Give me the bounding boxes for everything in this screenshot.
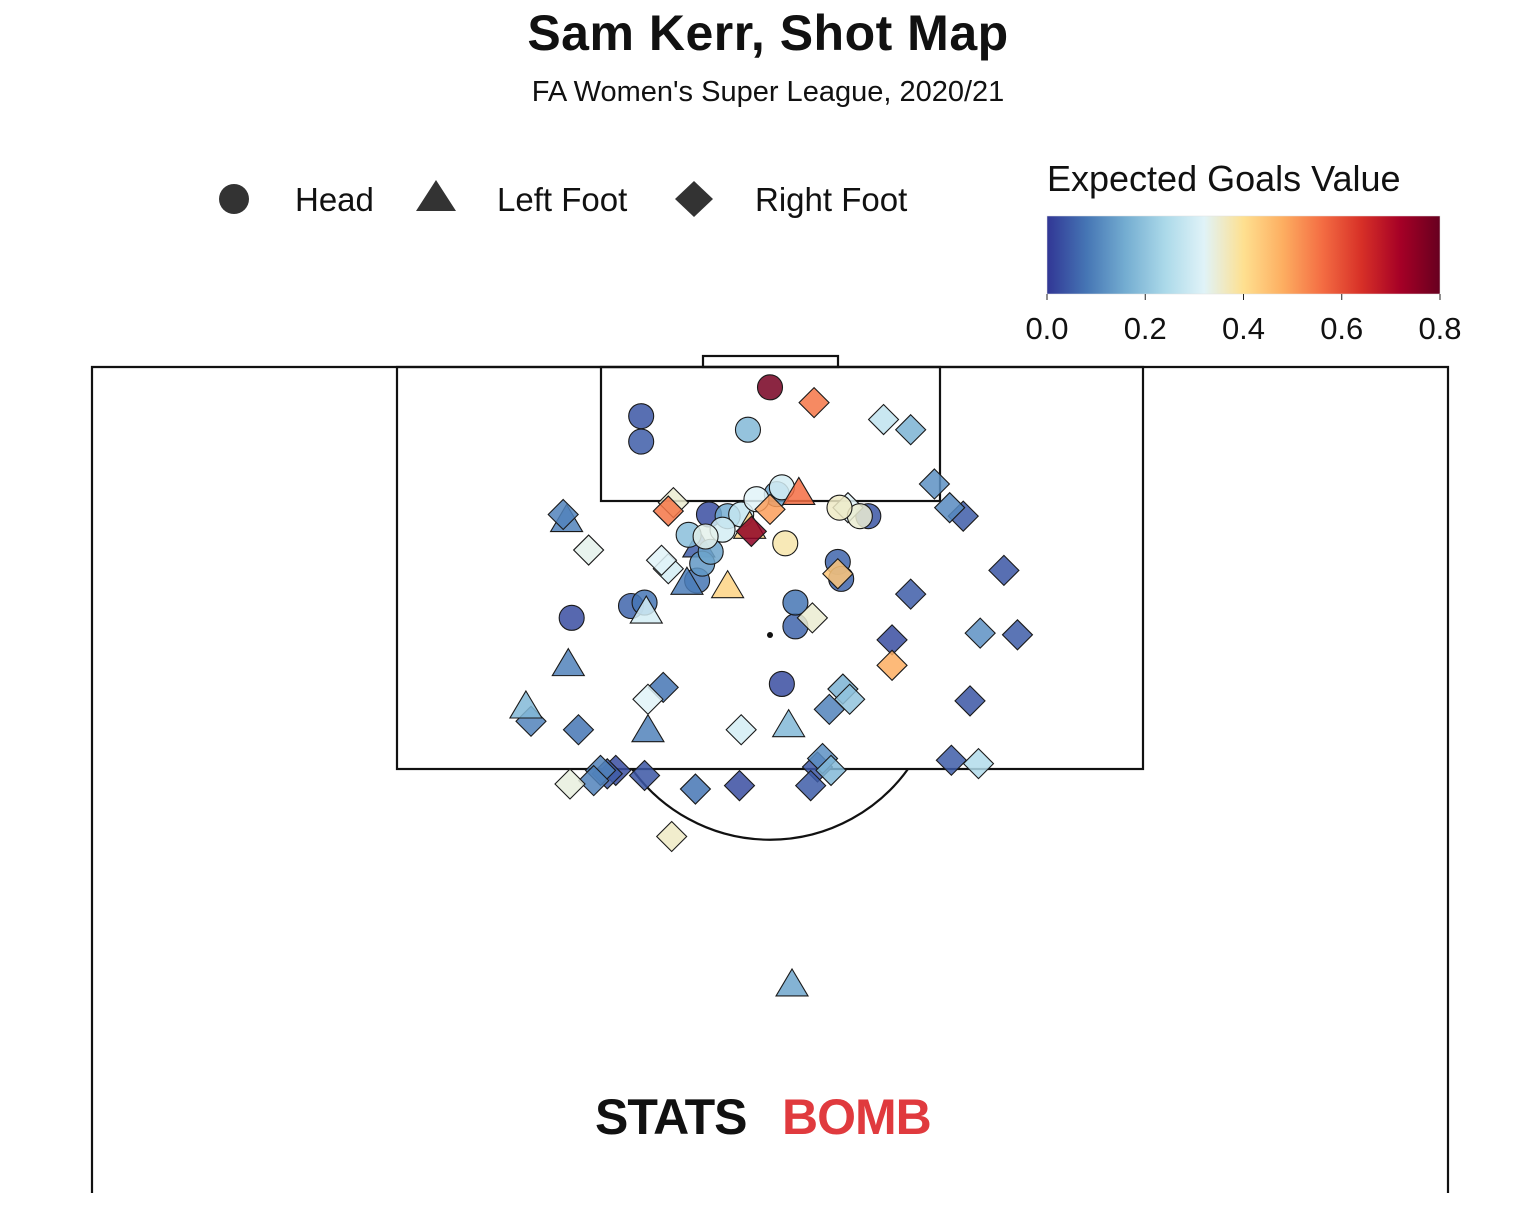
shot-marker-right-foot — [655, 820, 688, 853]
shot-marker-left-foot — [629, 595, 664, 624]
shot-marker-right-foot — [794, 769, 827, 802]
shot-marker-right-foot — [632, 683, 664, 715]
legend: Head Left Foot Right Foot — [219, 180, 907, 218]
shot-marker-right-foot — [918, 468, 951, 500]
shot-marker-right-foot — [954, 685, 986, 717]
chart-title: Sam Kerr, Shot Map — [527, 5, 1009, 61]
shot-marker-right-foot — [894, 413, 927, 446]
pitch — [90, 354, 1450, 1193]
penalty-arc — [631, 768, 909, 841]
shot-marker-right-foot — [894, 578, 927, 610]
colorbar-title: Expected Goals Value — [1047, 158, 1401, 199]
shot-marker-right-foot — [577, 764, 610, 797]
shot-marker-right-foot — [796, 602, 829, 634]
colorbar-ticks: 0.0 0.2 0.4 0.6 0.8 — [1025, 294, 1462, 346]
shot-marker-head — [628, 428, 655, 455]
shot-marker-right-foot — [572, 534, 605, 566]
legend-head-label: Head — [295, 181, 374, 218]
shots-layer — [508, 374, 1034, 997]
shot-marker-left-foot — [775, 967, 810, 997]
logo-stats-text: STATS — [595, 1089, 746, 1145]
colorbar-tick-label: 0.4 — [1222, 311, 1265, 346]
colorbar-tick-label: 0.6 — [1320, 311, 1363, 346]
shot-marker-left-foot — [508, 689, 543, 719]
colorbar-tick-label: 0.0 — [1025, 311, 1068, 346]
shot-marker-right-foot — [562, 713, 595, 746]
shot-marker-right-foot — [867, 403, 900, 436]
shot-marker-right-foot — [723, 769, 756, 802]
shot-marker-left-foot — [771, 708, 806, 738]
shot-marker-head — [756, 374, 784, 401]
goal — [701, 354, 840, 369]
chart-subtitle: FA Women's Super League, 2020/21 — [531, 76, 1005, 108]
shot-marker-right-foot — [735, 515, 768, 548]
shot-marker-right-foot — [679, 773, 712, 805]
penalty-area — [395, 365, 1145, 771]
colorbar-tick-label: 0.8 — [1418, 311, 1461, 346]
legend-right-foot-label: Right Foot — [755, 181, 907, 218]
shot-marker-right-foot — [833, 683, 866, 715]
shot-marker-right-foot — [988, 554, 1020, 587]
logo-bomb-text: BOMB — [782, 1089, 931, 1145]
shot-marker-right-foot — [547, 498, 579, 531]
shot-marker-right-foot — [962, 747, 995, 780]
shot-marker-left-foot — [551, 647, 586, 677]
shot-marker-right-foot — [815, 754, 847, 787]
shot-marker-right-foot — [754, 493, 786, 526]
shot-marker-right-foot — [628, 759, 661, 792]
shot-marker-right-foot — [822, 558, 854, 590]
shot-marker-left-foot — [710, 569, 745, 599]
legend-left-foot-marker — [416, 180, 456, 211]
shot-marker-head — [692, 523, 719, 550]
legend-head-marker — [219, 184, 249, 214]
shot-marker-right-foot — [933, 491, 966, 524]
shot-marker-right-foot — [554, 768, 586, 800]
shot-marker-left-foot — [630, 713, 665, 743]
penalty-spot — [767, 632, 773, 638]
shot-marker-head — [826, 494, 853, 521]
shot-marker-head — [734, 416, 762, 443]
shot-marker-right-foot — [725, 713, 757, 746]
colorbar-bar — [1046, 215, 1441, 295]
shot-marker-right-foot — [935, 744, 968, 777]
shot-marker-right-foot — [876, 649, 908, 682]
shot-marker-head — [558, 604, 585, 631]
shot-marker-left-foot — [669, 566, 704, 595]
shot-marker-right-foot — [652, 495, 685, 527]
shot-marker-head — [772, 530, 799, 557]
colorbar: Expected Goals Value 0.0 0.2 0.4 0.6 0.8 — [1025, 158, 1461, 346]
shot-marker-right-foot — [964, 617, 996, 649]
shot-marker-right-foot — [645, 544, 678, 577]
shot-marker-head — [628, 403, 655, 430]
shot-marker-right-foot — [1001, 619, 1034, 651]
colorbar-tick-label: 0.2 — [1124, 311, 1167, 346]
shot-marker-right-foot — [798, 386, 830, 419]
shot-marker-head — [782, 589, 809, 616]
shot-marker-left-foot — [781, 476, 816, 505]
statsbomb-logo: STATS BOMB — [595, 1089, 932, 1145]
shot-marker-head — [768, 670, 795, 698]
legend-right-foot-marker — [675, 181, 713, 217]
legend-left-foot-label: Left Foot — [497, 181, 627, 218]
